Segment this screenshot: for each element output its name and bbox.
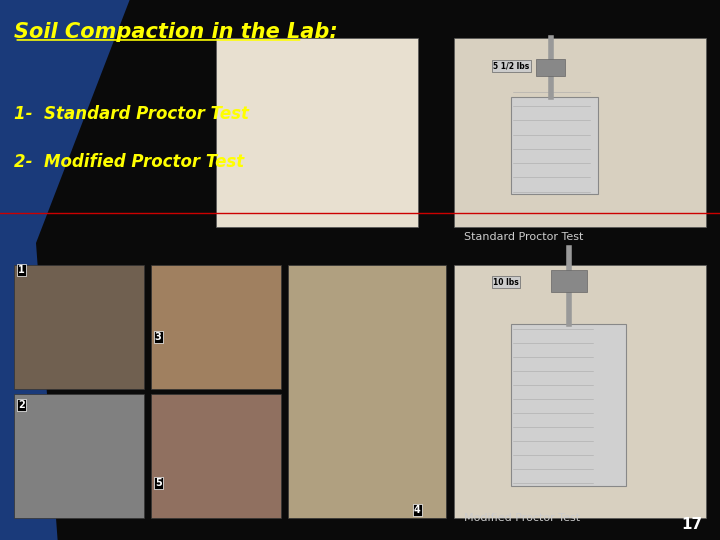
FancyBboxPatch shape [151,265,281,389]
Bar [511,324,626,486]
FancyBboxPatch shape [216,38,418,227]
Text: Modified Proctor Test: Modified Proctor Test [464,513,580,523]
Text: 10 lbs: 10 lbs [493,278,519,287]
Text: 5: 5 [155,478,161,488]
Text: Standard Proctor Test: Standard Proctor Test [464,232,584,242]
FancyBboxPatch shape [151,394,281,518]
FancyBboxPatch shape [14,265,144,389]
Bar [511,97,598,194]
Polygon shape [0,0,130,243]
Text: Soil Compaction in the Lab:: Soil Compaction in the Lab: [14,22,338,42]
Polygon shape [0,243,58,540]
FancyBboxPatch shape [14,394,144,518]
FancyBboxPatch shape [454,38,706,227]
Text: 4: 4 [414,505,420,515]
Text: 3: 3 [155,332,161,342]
Text: 1: 1 [18,265,24,275]
Text: 1-  Standard Proctor Test: 1- Standard Proctor Test [14,105,249,123]
Text: 2-  Modified Proctor Test: 2- Modified Proctor Test [14,153,245,171]
FancyBboxPatch shape [454,265,706,518]
Text: 2: 2 [18,400,24,410]
Bar [551,270,587,292]
FancyBboxPatch shape [288,265,446,518]
Bar [536,59,565,76]
Text: 17: 17 [681,517,702,532]
Text: 5 1/2 lbs: 5 1/2 lbs [493,62,529,71]
